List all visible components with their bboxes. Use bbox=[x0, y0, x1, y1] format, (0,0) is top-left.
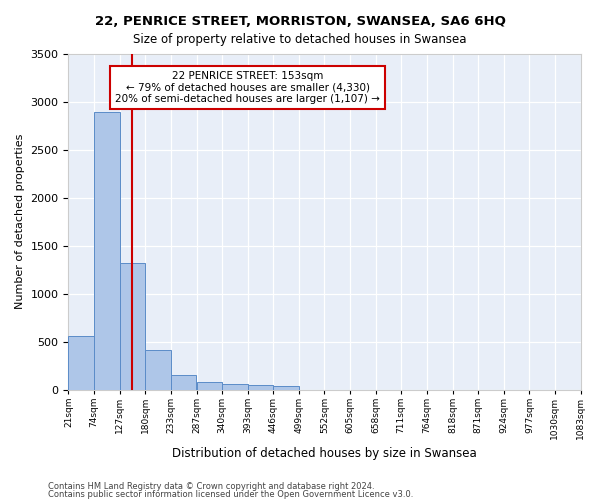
Text: Size of property relative to detached houses in Swansea: Size of property relative to detached ho… bbox=[133, 32, 467, 46]
Bar bbox=[170, 374, 196, 390]
Bar bbox=[274, 386, 299, 390]
Bar bbox=[248, 386, 274, 390]
Text: 22, PENRICE STREET, MORRISTON, SWANSEA, SA6 6HQ: 22, PENRICE STREET, MORRISTON, SWANSEA, … bbox=[95, 15, 505, 28]
Bar bbox=[197, 382, 222, 390]
Text: 22 PENRICE STREET: 153sqm
← 79% of detached houses are smaller (4,330)
20% of se: 22 PENRICE STREET: 153sqm ← 79% of detac… bbox=[115, 71, 380, 104]
Bar bbox=[94, 112, 119, 390]
Text: Contains public sector information licensed under the Open Government Licence v3: Contains public sector information licen… bbox=[48, 490, 413, 499]
Bar bbox=[119, 263, 145, 390]
Bar bbox=[145, 350, 170, 390]
Text: Contains HM Land Registry data © Crown copyright and database right 2024.: Contains HM Land Registry data © Crown c… bbox=[48, 482, 374, 491]
Y-axis label: Number of detached properties: Number of detached properties bbox=[15, 134, 25, 310]
Bar bbox=[68, 336, 94, 390]
Bar bbox=[222, 384, 248, 390]
X-axis label: Distribution of detached houses by size in Swansea: Distribution of detached houses by size … bbox=[172, 447, 477, 460]
